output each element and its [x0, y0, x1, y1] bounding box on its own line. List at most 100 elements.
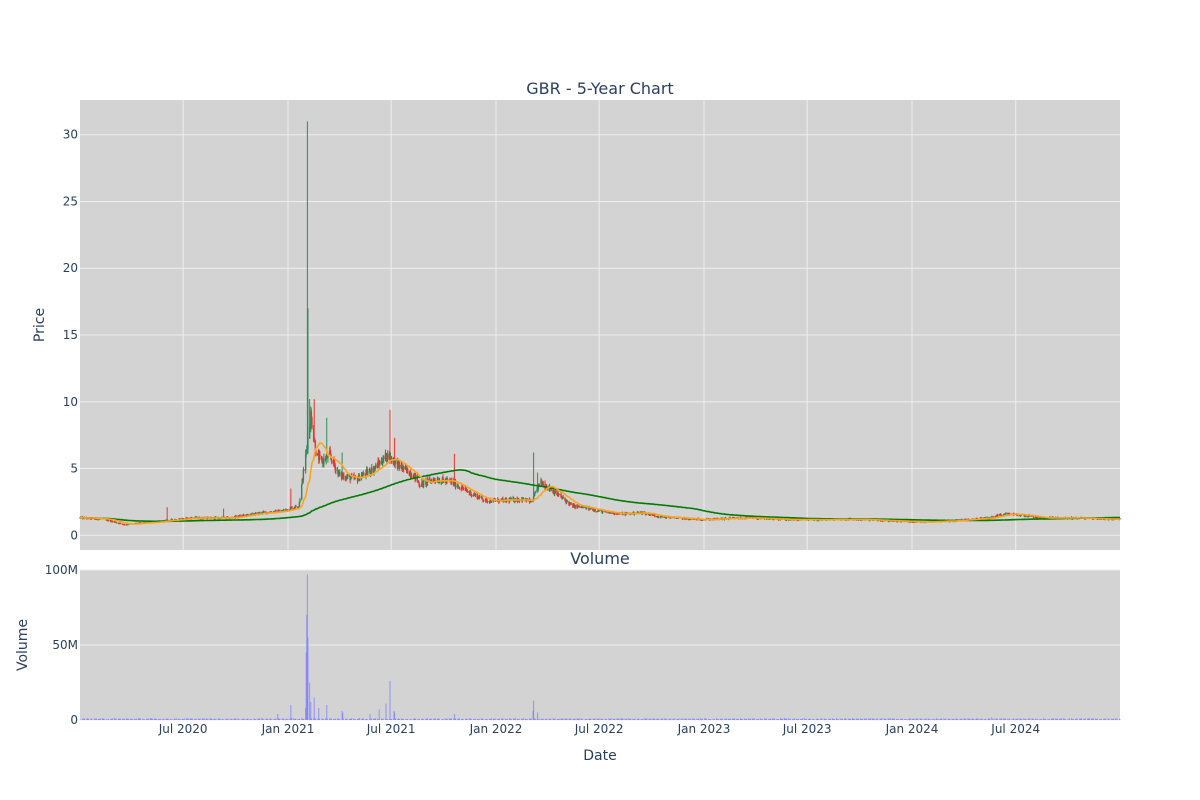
volume-bar [143, 719, 145, 720]
candle-body [371, 467, 373, 474]
volume-bar [746, 719, 748, 720]
candle-body [458, 487, 461, 490]
candle-body [442, 477, 444, 480]
volume-bar [588, 718, 590, 720]
volume-bar [97, 719, 99, 720]
volume-bar [586, 719, 588, 720]
volume-bar [255, 718, 257, 720]
volume-bar [969, 718, 971, 720]
candle-body [183, 518, 185, 520]
volume-bar [1044, 718, 1046, 720]
volume-bar [569, 718, 571, 720]
volume-bar [816, 718, 818, 720]
volume-bar [317, 719, 319, 720]
candle-body [306, 449, 308, 452]
volume-bar [465, 718, 467, 720]
volume-bar [544, 719, 546, 720]
candle-body [613, 512, 615, 515]
volume-bar [800, 719, 802, 720]
volume-bar [376, 718, 378, 720]
volume-bar [685, 719, 687, 720]
volume-bar [979, 719, 981, 720]
volume-bar [653, 719, 655, 720]
volume-bar [1013, 718, 1015, 720]
volume-bar [265, 718, 267, 720]
volume-bar [907, 719, 909, 720]
volume-bar [658, 719, 660, 720]
volume-bar [800, 719, 802, 720]
volume-bar [410, 719, 412, 720]
volume-bar [875, 718, 877, 720]
candle-body [650, 513, 652, 515]
candle-body [402, 466, 405, 470]
candle-body [353, 477, 356, 479]
volume-bar [529, 718, 531, 720]
volume-bar [633, 718, 635, 720]
volume-bar [456, 719, 458, 720]
volume-bar [1060, 718, 1062, 720]
volume-bar [83, 719, 85, 720]
volume-bar [1114, 718, 1116, 720]
volume-bar [941, 719, 943, 720]
candle-body [461, 486, 464, 489]
volume-bar [1055, 718, 1057, 720]
volume-bar [678, 718, 680, 720]
candle-body [694, 519, 696, 520]
volume-bar [198, 718, 200, 720]
candle-body [274, 510, 276, 513]
volume-bar [317, 718, 319, 720]
volume-bar [375, 718, 377, 720]
candle-body [896, 521, 898, 523]
volume-bar [513, 718, 515, 720]
volume-bar [705, 718, 707, 720]
volume-bar [872, 718, 874, 720]
candle-body [95, 519, 98, 521]
candle-body [330, 457, 333, 460]
volume-bar [90, 718, 92, 720]
volume-bar [478, 719, 480, 720]
candle-body [409, 472, 412, 477]
candle-body [319, 454, 321, 456]
volume-bar [764, 719, 766, 720]
volume-bar [289, 718, 291, 720]
candle-body [649, 514, 652, 516]
volume-bar [1111, 719, 1113, 720]
volume-bar [480, 718, 482, 720]
volume-bar [1059, 718, 1061, 720]
volume-bar [398, 718, 400, 720]
volume-bar [102, 718, 104, 720]
volume-bar [294, 718, 296, 720]
volume-bar [444, 718, 446, 720]
volume-bar [673, 718, 675, 720]
volume-bar [149, 718, 151, 720]
volume-bar [234, 718, 236, 720]
volume-bar [424, 719, 426, 720]
volume-bar [225, 718, 227, 720]
volume-bar [626, 718, 628, 720]
volume-bar [121, 718, 123, 720]
volume-bar [637, 718, 639, 720]
volume-bar [436, 719, 438, 720]
volume-bar [378, 719, 380, 720]
volume-bar [455, 718, 457, 720]
candle-body [477, 495, 480, 498]
candle-body [993, 516, 995, 518]
volume-bar [167, 719, 169, 720]
volume-bar [828, 718, 830, 720]
volume-bar [446, 718, 448, 720]
volume-bar [223, 719, 225, 720]
volume-bar [893, 718, 895, 720]
long-moving-average-line [79, 469, 1120, 523]
volume-bar [992, 719, 994, 720]
candle-body [336, 468, 339, 471]
volume-bar [1024, 718, 1026, 720]
volume-bar [545, 719, 547, 720]
volume-bar [541, 719, 543, 720]
volume-bar [518, 719, 520, 720]
volume-bar [947, 718, 949, 720]
volume-bar [891, 718, 893, 720]
candle-body [525, 500, 527, 502]
volume-bar [713, 718, 715, 720]
volume-bar [478, 718, 480, 720]
volume-bar [740, 719, 742, 720]
